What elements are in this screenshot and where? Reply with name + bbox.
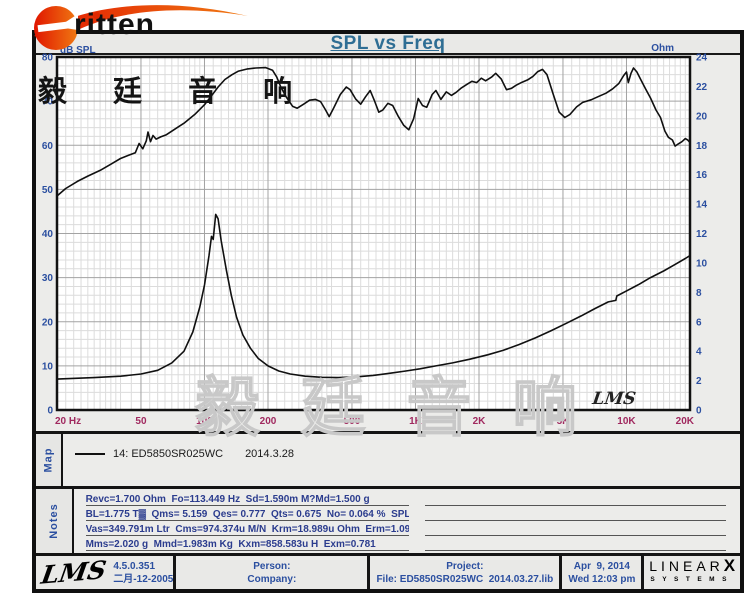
linearx-logo: LINEARX SYSTEMS [649, 555, 736, 587]
brand-i-dot [93, 12, 100, 19]
note-row: Vas=349.791m Ltr Cms=974.374u M/N Krm=18… [85, 520, 732, 536]
y-left-tick-label: 80 [42, 53, 54, 64]
app-build-date: 二月-12-2005 [113, 573, 174, 585]
report-time: Wed 12:03 pm [568, 573, 636, 585]
map-section: Map 14: ED5850SR025WC 2014.3.28 [36, 431, 740, 486]
x-tick-label: 2K [473, 416, 487, 427]
linearx-text: LINEAR [649, 557, 724, 574]
note-line-4: Mms=2.020 g Mmd=1.983m Kg Kxm=858.583u H… [85, 539, 409, 551]
chart-zone: LMS 20 Hz 50 100 200 500 1K 2K 5K 10K 20K 0 10 20 30 40… [36, 43, 740, 445]
person-label: Person: [253, 560, 291, 572]
x-tick-label: 50 [135, 416, 147, 427]
y-right-tick-label: 6 [696, 317, 702, 328]
plot-border [55, 55, 692, 412]
y-right-tick-label: 0 [696, 406, 702, 417]
legend-curve-id: 14: ED5850SR025WC [113, 448, 224, 460]
x-tick-label: 20K [676, 416, 695, 427]
footer-project-cell: Project: File: ED5850SR025WC 2014.03.27.… [370, 556, 563, 589]
x-tick-label: 10K [617, 416, 636, 427]
y-left-axis-unit: dB SPL [60, 45, 96, 56]
y-left-tick-label: 30 [42, 273, 54, 284]
y-left-tick-label: 40 [42, 229, 54, 240]
x-tick-label: 20 Hz [55, 416, 81, 427]
linearx-x: X [723, 555, 736, 575]
y-right-tick-label: 14 [696, 200, 708, 211]
cjk-watermark: 毅 廷 音 响 [195, 372, 588, 444]
note-rule-1 [424, 490, 726, 506]
map-section-label-cell: Map [36, 434, 63, 486]
footer-linearx-cell: LINEARX SYSTEMS [644, 556, 740, 589]
impedance-curve [56, 213, 691, 380]
note-line-3: Vas=349.791m Ltr Cms=974.374u M/N Krm=18… [85, 524, 409, 536]
notes-section-label-cell: Notes [36, 489, 74, 553]
y-right-tick-label: 20 [696, 111, 708, 122]
y-left-tick-label: 60 [42, 141, 54, 152]
footer-person-cell: Person: Company: [176, 556, 371, 589]
x-tick-label: 5K [557, 416, 571, 427]
y-left-tick-label: 0 [47, 406, 53, 417]
notes-section: Notes Revc=1.700 Ohm Fo=113.449 Hz Sd=1.… [36, 486, 740, 553]
project-label: Project: [446, 560, 484, 572]
y-right-tick-label: 4 [696, 347, 702, 358]
note-line-2: BL=1.775 T▓ Qms= 5.159 Qes= 0.777 Qts= 0… [85, 509, 409, 521]
note-line-1: Revc=1.700 Ohm Fo=113.449 Hz Sd=1.590m M… [85, 494, 409, 506]
map-section-label: Map [42, 447, 55, 473]
legend-row: 14: ED5850SR025WC 2014.3.28 [75, 448, 732, 460]
legend-line-swatch [75, 453, 105, 455]
y-left-tick-label: 20 [42, 317, 54, 328]
version-block: 4.5.0.351 二月-12-2005 [113, 560, 173, 586]
y-left-tick-label: 10 [42, 361, 54, 372]
y-left-tick-label: 70 [42, 97, 54, 108]
note-rule-2 [424, 505, 726, 521]
company-label: Company: [247, 573, 297, 585]
map-content: 14: ED5850SR025WC 2014.3.28 [63, 434, 740, 486]
y-right-tick-label: 16 [696, 170, 708, 181]
chart-title: SPL vs Freq [330, 32, 446, 54]
app-version: 4.5.0.351 [113, 560, 156, 572]
lms-logo: LMS [39, 554, 109, 590]
report-frame: SPL vs Freq LMS 20 Hz 50 100 200 500 1K 2K 5K 10K… [32, 30, 744, 593]
logo-e-notch [58, 14, 78, 30]
note-row: Mms=2.020 g Mmd=1.983m Kg Kxm=858.583u H… [85, 535, 732, 551]
note-row: BL=1.775 T▓ Qms= 5.159 Qes= 0.777 Qts= 0… [85, 505, 732, 521]
y-right-tick-label: 18 [696, 141, 708, 152]
note-rule-4 [424, 535, 726, 551]
note-rule-3 [424, 520, 726, 536]
spl-curve [56, 66, 691, 197]
note-row: Revc=1.700 Ohm Fo=113.449 Hz Sd=1.590m M… [85, 490, 732, 506]
y-right-tick-label: 24 [696, 53, 708, 64]
y-right-tick-label: 2 [696, 376, 702, 387]
y-right-tick-label: 10 [696, 258, 708, 269]
x-tick-label: 100 [196, 416, 213, 427]
y-right-tick-label: 8 [696, 288, 702, 299]
chart-title-bar: SPL vs Freq [36, 32, 740, 55]
y-left-tick-label: 50 [42, 185, 54, 196]
footer-datetime-cell: Apr 9, 2014 Wed 12:03 pm [562, 556, 645, 589]
footer-bar: LMS 4.5.0.351 二月-12-2005 Person: Company… [36, 553, 740, 589]
legend-curve-date: 2014.3.28 [245, 448, 294, 460]
y-right-axis-unit: Ohm [651, 43, 674, 54]
notes-section-label: Notes [47, 503, 60, 539]
x-tick-label: 1K [409, 416, 423, 427]
linearx-line1: LINEARX [649, 555, 736, 575]
plot-lms-mark: LMS [590, 389, 637, 409]
x-tick-label: 500 [344, 416, 361, 427]
file-label: File: ED5850SR025WC 2014.03.27.lib [376, 573, 554, 585]
footer-version-cell: LMS 4.5.0.351 二月-12-2005 [36, 554, 177, 590]
notes-content: Revc=1.700 Ohm Fo=113.449 Hz Sd=1.590m M… [74, 489, 740, 553]
y-right-tick-label: 12 [696, 229, 708, 240]
x-tick-label: 200 [260, 416, 277, 427]
report-date: Apr 9, 2014 [573, 560, 630, 572]
linearx-systems: SYSTEMS [650, 575, 734, 583]
y-right-tick-label: 22 [696, 82, 708, 93]
